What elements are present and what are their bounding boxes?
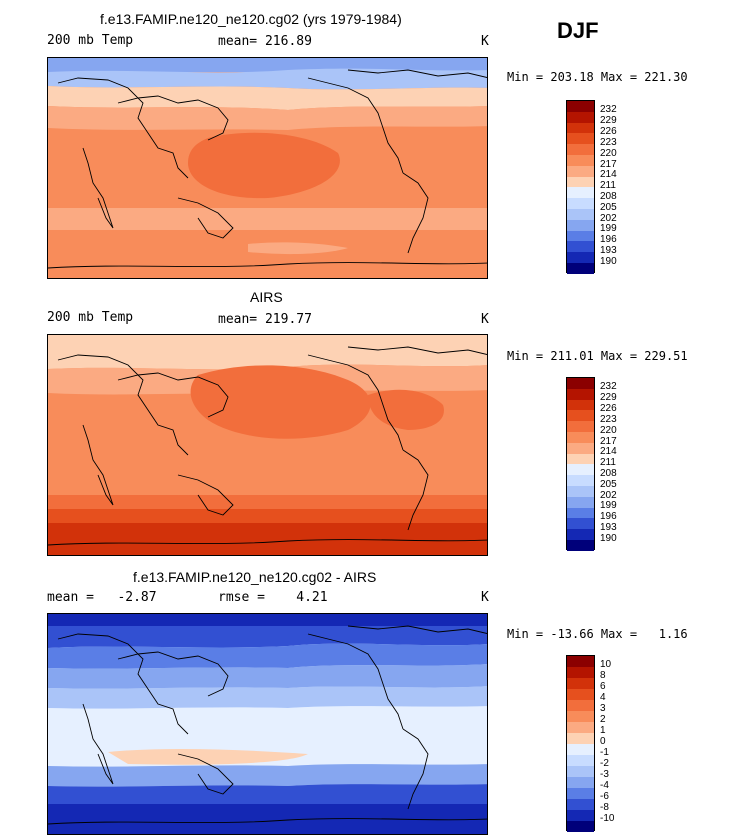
panel1-cbar-label: 193 [600, 245, 617, 256]
panel1-cbar-label: 217 [600, 159, 617, 170]
panel2-cbar-label: 226 [600, 403, 617, 414]
panel1-cbar-label: 220 [600, 148, 617, 159]
panel1-map-svg [48, 58, 487, 278]
panel3-cbar-label: -4 [600, 780, 609, 791]
panel1-colorbar-labels: 232 229 226 223 220 217 214 211 208 205 … [600, 100, 660, 273]
panel1-cbar-label: 214 [600, 169, 617, 180]
panel2-cbar-label: 199 [600, 500, 617, 511]
panel2-minmax-label: Min = 211.01 Max = 229.51 [507, 349, 688, 363]
panel2-cbar-label: 202 [600, 490, 617, 501]
panel2-cbar-label: 220 [600, 425, 617, 436]
panel1-variable-label: 200 mb Temp [47, 33, 134, 48]
panel1-cbar-label: 223 [600, 137, 617, 148]
panel2-cbar-label: 193 [600, 522, 617, 533]
panel3-minmax-label: Min = -13.66 Max = 1.16 [507, 627, 688, 641]
panel2-cbar-label: 208 [600, 468, 617, 479]
panel2-map [47, 334, 488, 556]
panel3-cbar-label: 0 [600, 736, 606, 747]
panel2-cbar-label: 190 [600, 533, 617, 544]
panel2-colorbar [566, 377, 595, 551]
panel1-map [47, 57, 488, 279]
panel3-cbar-label: -6 [600, 791, 609, 802]
panel3-cbar-label: -1 [600, 747, 609, 758]
panel1-minmax-label: Min = 203.18 Max = 221.30 [507, 70, 688, 84]
panel1-cbar-label: 211 [600, 180, 616, 191]
panel1-cbar-label: 202 [600, 213, 617, 224]
season-label: DJF [557, 18, 599, 43]
panel1-cbar-label: 190 [600, 256, 617, 267]
panel3-colorbar-labels: 10 8 6 4 3 2 1 0 -1 -2 -3 -4 -6 -8 -10 [600, 655, 660, 831]
panel2-cbar-label: 211 [600, 457, 616, 468]
panel3-cbar-label: -8 [600, 802, 609, 813]
panel3-units-label: K [481, 590, 489, 605]
panel2-cbar-label: 214 [600, 446, 617, 457]
panel3-cbar-label: 3 [600, 703, 606, 714]
panel3-mean-label: mean = -2.87 [47, 590, 157, 605]
panel1-colorbar [566, 100, 595, 274]
panel2-colorbar-labels: 232 229 226 223 220 217 214 211 208 205 … [600, 377, 660, 550]
panel2-mean-label: mean= 219.77 [218, 312, 312, 327]
panel3-cbar-label: -2 [600, 758, 609, 769]
panel1-cbar-label: 208 [600, 191, 617, 202]
panel2-cbar-label: 217 [600, 436, 617, 447]
panel3-cbar-label: 6 [600, 681, 606, 692]
panel3-cbar-label: 1 [600, 725, 606, 736]
panel3-title: f.e13.FAMIP.ne120_ne120.cg02 - AIRS [133, 569, 377, 585]
panel2-cbar-label: 229 [600, 392, 617, 403]
panel3-cbar-label: -3 [600, 769, 609, 780]
panel1-cbar-label: 205 [600, 202, 617, 213]
panel3-cbar-label: 4 [600, 692, 606, 703]
panel3-map [47, 613, 488, 835]
panel1-title: f.e13.FAMIP.ne120_ne120.cg02 (yrs 1979-1… [100, 11, 402, 27]
panel1-cbar-label: 232 [600, 104, 617, 115]
panel1-units-label: K [481, 34, 489, 49]
panel3-cbar-label: 2 [600, 714, 606, 725]
panel1-cbar-label: 226 [600, 126, 617, 137]
panel1-cbar-label: 199 [600, 223, 617, 234]
panel2-cbar-label: 205 [600, 479, 617, 490]
panel3-map-svg [48, 614, 487, 834]
panel2-variable-label: 200 mb Temp [47, 310, 134, 325]
panel3-cbar-label: 8 [600, 670, 606, 681]
panel2-cbar-label: 223 [600, 414, 617, 425]
panel1-cbar-label: 196 [600, 234, 617, 245]
panel2-title: AIRS [250, 289, 283, 305]
panel1-cbar-label: 229 [600, 115, 617, 126]
panel3-rmse-label: rmse = 4.21 [218, 590, 328, 605]
panel2-units-label: K [481, 312, 489, 327]
panel3-cbar-label: -10 [600, 813, 615, 824]
panel1-mean-label: mean= 216.89 [218, 34, 312, 49]
panel3-cbar-label: 10 [600, 659, 612, 670]
panel2-cbar-label: 232 [600, 381, 617, 392]
panel3-colorbar [566, 655, 595, 832]
panel2-cbar-label: 196 [600, 511, 617, 522]
panel2-map-svg [48, 335, 487, 555]
